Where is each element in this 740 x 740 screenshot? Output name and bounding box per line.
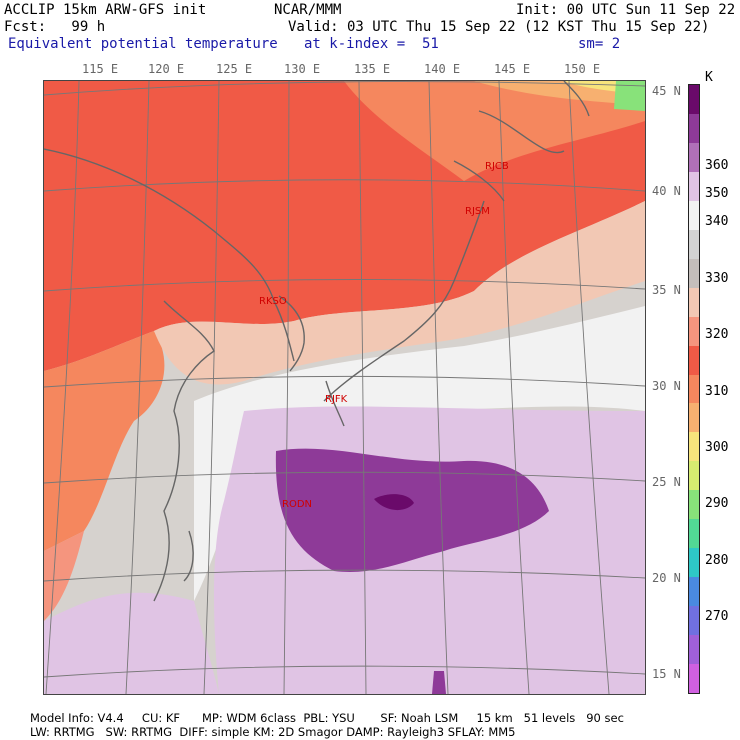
colorbar-segment [689,316,699,347]
colorbar-segment [689,287,699,318]
forecast-hour: Fcst: 99 h [4,19,106,35]
smoothing-label: sm= 2 [578,36,621,52]
station-rjfk: RJFK [325,394,348,405]
org-label: NCAR/MMM [274,2,342,18]
cb-label-290: 290 [705,496,729,511]
cb-label-340: 340 [705,214,729,229]
colorbar-unit: K [705,70,713,85]
station-rjcb: RJCB [485,161,509,172]
lat-label-25: 25 N [652,475,681,489]
colorbar-segment [689,403,699,433]
colorbar-segment [689,258,699,289]
lon-label-120: 120 E [148,62,185,76]
lon-label-125: 125 E [216,62,253,76]
colorbar-segment [689,200,699,231]
lon-label-150: 150 E [564,62,601,76]
colorbar-segment [689,519,699,549]
colorbar-segment [689,635,699,665]
theta-e-map: RJCB RJSM RKSO RJFK RODN [43,80,646,695]
lat-label-30: 30 N [652,379,681,393]
colorbar-segment [689,142,699,173]
cb-label-280: 280 [705,553,729,568]
cb-label-360: 360 [705,158,729,173]
colorbar-segment [689,113,699,144]
lon-label-135: 135 E [354,62,391,76]
colorbar-segment [689,577,699,607]
field-name: Equivalent potential temperature [8,36,278,52]
model-info-line1: Model Info: V4.4 CU: KF MP: WDM 6class P… [30,711,624,725]
lat-label-35: 35 N [652,283,681,297]
lat-label-20: 20 N [652,571,681,585]
model-info-line2: LW: RRTMG SW: RRTMG DIFF: simple KM: 2D … [30,725,516,739]
map-field [44,81,645,694]
init-time: Init: 00 UTC Sun 11 Sep 22 [516,2,736,18]
colorbar-segment [689,606,699,636]
cb-label-310: 310 [705,384,729,399]
colorbar-segment [689,171,699,202]
lat-label-40: 40 N [652,184,681,198]
colorbar-segment [689,345,699,375]
station-rjsm: RJSM [465,206,490,217]
station-rodn: RODN [282,499,312,510]
model-title: ACCLIP 15km ARW-GFS init [4,2,207,18]
station-rkso: RKSO [259,296,287,307]
lon-label-145: 145 E [494,62,531,76]
lon-label-115: 115 E [82,62,119,76]
colorbar-segment [689,490,699,520]
lat-label-15: 15 N [652,667,681,681]
colorbar-segment [689,374,699,404]
level-label: at k-index = 51 [304,36,439,52]
colorbar-segment [689,85,699,115]
cb-label-270: 270 [705,609,729,624]
colorbar-segment [689,461,699,491]
colorbar-segment [689,432,699,462]
lon-label-140: 140 E [424,62,461,76]
colorbar [688,84,700,694]
colorbar-segment [689,664,699,694]
cb-label-300: 300 [705,440,729,455]
cb-label-350: 350 [705,186,729,201]
valid-time: Valid: 03 UTC Thu 15 Sep 22 (12 KST Thu … [288,19,710,35]
cb-label-320: 320 [705,327,729,342]
cb-label-330: 330 [705,271,729,286]
colorbar-segment [689,229,699,260]
lon-label-130: 130 E [284,62,321,76]
colorbar-segment [689,548,699,578]
lat-label-45: 45 N [652,84,681,98]
